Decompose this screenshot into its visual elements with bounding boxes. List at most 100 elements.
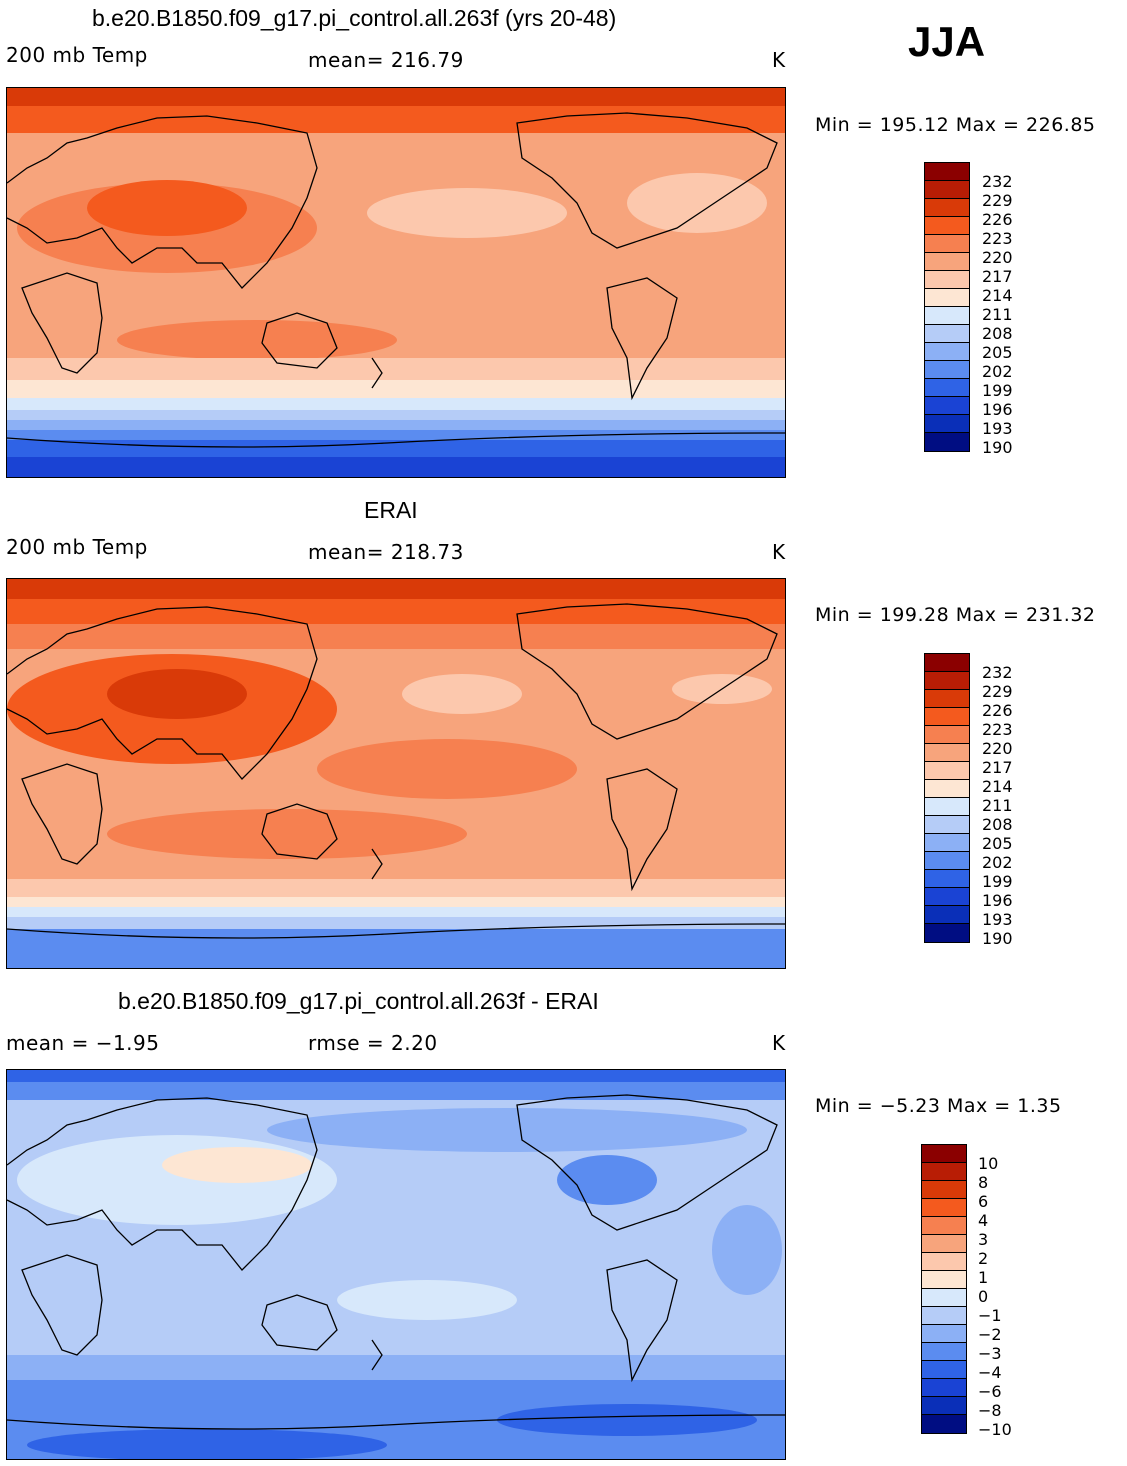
panel-diff-rmse-label: rmse = 2.20 <box>308 1031 438 1055</box>
colorbar-swatch <box>922 1271 966 1289</box>
colorbar-swatch <box>925 726 969 744</box>
panel-obs-units: K <box>772 540 786 564</box>
colorbar-tick-label: 199 <box>982 381 1013 400</box>
colorbar-swatch <box>922 1217 966 1235</box>
colorbar-tick-label: 223 <box>982 720 1013 739</box>
panel-diff-mean-label: mean = −1.95 <box>6 1031 160 1055</box>
colorbar-swatch <box>922 1145 966 1163</box>
colorbar-swatch <box>922 1199 966 1217</box>
colorbar-tick-label: 226 <box>982 210 1013 229</box>
colorbar-swatch <box>922 1397 966 1415</box>
panel-model-variable-label: 200 mb Temp <box>6 43 148 67</box>
colorbar-swatch <box>925 253 969 271</box>
colorbar-swatch <box>925 307 969 325</box>
colorbar-swatch <box>922 1361 966 1379</box>
colorbar-tick-label: 226 <box>982 701 1013 720</box>
panel-obs-variable-label: 200 mb Temp <box>6 535 148 559</box>
colorbar-tick-label: 217 <box>982 267 1013 286</box>
colorbar-swatch <box>925 654 969 672</box>
panel-obs-minmax: Min = 199.28 Max = 231.32 <box>815 604 1096 626</box>
colorbar-swatch <box>925 780 969 798</box>
colorbar-tick-label: 202 <box>982 853 1013 872</box>
colorbar-tick-label: 220 <box>982 248 1013 267</box>
colorbar-tick-label: 4 <box>978 1211 989 1230</box>
panel-model-units: K <box>772 48 786 72</box>
panel-obs-title: ERAI <box>364 497 418 523</box>
panel-diff-units: K <box>772 1031 786 1055</box>
colorbar-tick-label: 214 <box>982 286 1013 305</box>
colorbar-swatch <box>925 762 969 780</box>
colorbar-tick-label: 190 <box>982 438 1013 457</box>
colorbar-swatch <box>922 1415 966 1433</box>
panel-model-colorbar <box>924 162 970 452</box>
panel-diff-colorbar <box>921 1144 967 1434</box>
panel-obs-mean-label: mean= 218.73 <box>308 540 464 564</box>
panel-diff-minmax: Min = −5.23 Max = 1.35 <box>815 1095 1062 1117</box>
colorbar-swatch <box>925 816 969 834</box>
colorbar-tick-label: −2 <box>978 1325 1002 1344</box>
colorbar-tick-label: 214 <box>982 777 1013 796</box>
colorbar-swatch <box>925 852 969 870</box>
colorbar-swatch <box>925 217 969 235</box>
colorbar-swatch <box>925 163 969 181</box>
colorbar-tick-label: −3 <box>978 1344 1002 1363</box>
colorbar-swatch <box>925 834 969 852</box>
colorbar-tick-label: 205 <box>982 343 1013 362</box>
colorbar-swatch <box>922 1253 966 1271</box>
colorbar-tick-label: −1 <box>978 1306 1002 1325</box>
colorbar-tick-label: 211 <box>982 305 1013 324</box>
colorbar-tick-label: −6 <box>978 1382 1002 1401</box>
colorbar-tick-label: 229 <box>982 191 1013 210</box>
colorbar-tick-label: 232 <box>982 172 1013 191</box>
colorbar-swatch <box>925 271 969 289</box>
colorbar-tick-label: 220 <box>982 739 1013 758</box>
colorbar-swatch <box>922 1289 966 1307</box>
colorbar-tick-label: 0 <box>978 1287 989 1306</box>
panel-model-map <box>6 87 786 478</box>
colorbar-swatch <box>925 199 969 217</box>
colorbar-swatch <box>925 870 969 888</box>
panel-obs-contour-field <box>7 579 785 968</box>
colorbar-tick-label: 1 <box>978 1268 989 1287</box>
colorbar-tick-label: 205 <box>982 834 1013 853</box>
panel-model-mean-label: mean= 216.79 <box>308 48 464 72</box>
colorbar-swatch <box>925 289 969 307</box>
colorbar-tick-label: 10 <box>978 1154 999 1173</box>
colorbar-tick-label: 8 <box>978 1173 989 1192</box>
colorbar-swatch <box>922 1307 966 1325</box>
colorbar-tick-label: 199 <box>982 872 1013 891</box>
panel-model-contour-field <box>7 88 785 477</box>
panel-diff-map <box>6 1069 786 1460</box>
colorbar-swatch <box>925 708 969 726</box>
colorbar-swatch <box>925 235 969 253</box>
panel-diff-contour-field <box>7 1070 785 1459</box>
colorbar-swatch <box>922 1325 966 1343</box>
colorbar-tick-label: 193 <box>982 910 1013 929</box>
colorbar-swatch <box>925 415 969 433</box>
panel-obs-map <box>6 578 786 969</box>
colorbar-tick-label: 196 <box>982 400 1013 419</box>
colorbar-swatch <box>922 1379 966 1397</box>
panel-obs-colorbar <box>924 653 970 943</box>
colorbar-tick-label: 208 <box>982 324 1013 343</box>
colorbar-swatch <box>925 798 969 816</box>
colorbar-tick-label: −8 <box>978 1401 1002 1420</box>
colorbar-swatch <box>925 690 969 708</box>
colorbar-tick-label: 223 <box>982 229 1013 248</box>
colorbar-swatch <box>925 361 969 379</box>
colorbar-tick-label: 196 <box>982 891 1013 910</box>
colorbar-swatch <box>925 906 969 924</box>
panel-model-minmax: Min = 195.12 Max = 226.85 <box>815 114 1096 136</box>
colorbar-tick-label: 229 <box>982 682 1013 701</box>
colorbar-swatch <box>925 672 969 690</box>
colorbar-swatch <box>922 1235 966 1253</box>
colorbar-tick-label: 2 <box>978 1249 989 1268</box>
colorbar-tick-label: 190 <box>982 929 1013 948</box>
colorbar-tick-label: 202 <box>982 362 1013 381</box>
colorbar-tick-label: 6 <box>978 1192 989 1211</box>
colorbar-tick-label: 193 <box>982 419 1013 438</box>
colorbar-swatch <box>922 1163 966 1181</box>
colorbar-tick-label: −4 <box>978 1363 1002 1382</box>
panel-model-title: b.e20.B1850.f09_g17.pi_control.all.263f … <box>92 5 617 31</box>
colorbar-swatch <box>922 1343 966 1361</box>
